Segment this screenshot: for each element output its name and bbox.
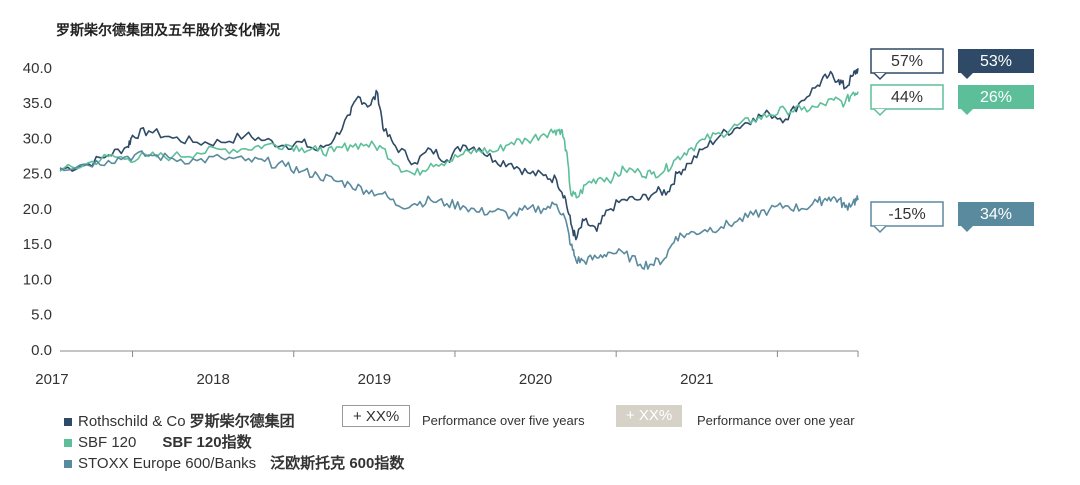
legend-cn-rothschild: 罗斯柴尔德集团 bbox=[189, 413, 295, 430]
y-tick-label: 35.0 bbox=[23, 95, 52, 112]
y-tick-label: 20.0 bbox=[23, 201, 52, 218]
legend-item-sbf120: SBF 120 SBF 120指数 bbox=[64, 431, 252, 452]
five-year-label: Performance over five years bbox=[422, 413, 585, 428]
one-year-badge-1 bbox=[958, 85, 1034, 109]
legend-swatch-rothschild bbox=[64, 418, 72, 427]
five-year-value-2: -15% bbox=[888, 206, 925, 223]
five-year-badge-pointer-1 bbox=[873, 108, 887, 117]
x-tick-label: 2017 bbox=[35, 371, 68, 388]
one-year-value-0: 53% bbox=[980, 53, 1012, 70]
one-year-badge-0 bbox=[958, 49, 1034, 73]
five-year-badge-pointer-2 bbox=[873, 225, 887, 234]
five-year-value-1: 44% bbox=[891, 89, 923, 106]
five-year-value-0: 57% bbox=[891, 53, 923, 70]
five-year-badge-2 bbox=[870, 201, 944, 227]
five-year-badge-pointer-0 bbox=[873, 72, 887, 81]
one-year-value-2: 34% bbox=[980, 206, 1012, 223]
y-tick-label: 15.0 bbox=[23, 236, 52, 253]
legend-cn-sbf120: SBF 120指数 bbox=[162, 434, 252, 451]
one-year-value-1: 26% bbox=[980, 89, 1012, 106]
one-year-sample-badge: + XX% bbox=[616, 405, 683, 427]
legend-swatch-sbf120 bbox=[64, 439, 72, 448]
x-tick-label: 2021 bbox=[680, 371, 713, 388]
legend-label-stoxx: STOXX Europe 600/Banks bbox=[78, 455, 257, 472]
y-tick-label: 0.0 bbox=[31, 342, 52, 359]
five-year-badge-0 bbox=[870, 48, 944, 74]
x-tick-label: 2018 bbox=[196, 371, 229, 388]
y-tick-label: 10.0 bbox=[23, 271, 52, 288]
x-tick-label: 2020 bbox=[519, 371, 552, 388]
series-line-0 bbox=[59, 68, 859, 241]
y-tick-label: 5.0 bbox=[31, 307, 52, 324]
legend-label-sbf120: SBF 120 bbox=[78, 434, 137, 451]
x-tick-label: 2019 bbox=[358, 371, 391, 388]
legend-cn-stoxx: 泛欧斯托克 600指数 bbox=[270, 455, 405, 472]
five-year-badge-1 bbox=[870, 84, 944, 110]
one-year-badge-pointer-0 bbox=[961, 73, 973, 79]
legend-item-rothschild: Rothschild & Co 罗斯柴尔德集团 bbox=[64, 410, 295, 431]
one-year-badge-2 bbox=[958, 202, 1034, 226]
y-tick-label: 40.0 bbox=[23, 60, 52, 77]
series-line-1 bbox=[59, 91, 859, 199]
legend-item-stoxx: STOXX Europe 600/Banks 泛欧斯托克 600指数 bbox=[64, 452, 404, 473]
one-year-label: Performance over one year bbox=[697, 413, 855, 428]
one-year-badge-pointer-1 bbox=[961, 109, 973, 115]
series-line-2 bbox=[59, 150, 859, 270]
legend-swatch-stoxx bbox=[64, 460, 72, 469]
y-tick-label: 25.0 bbox=[23, 166, 52, 183]
chart-title: 罗斯柴尔德集团及五年股价变化情况 bbox=[56, 22, 280, 38]
five-year-sample-badge: + XX% bbox=[342, 405, 411, 427]
y-tick-label: 30.0 bbox=[23, 130, 52, 147]
legend-label-rothschild: Rothschild & Co bbox=[78, 413, 186, 430]
one-year-badge-pointer-2 bbox=[961, 226, 973, 232]
